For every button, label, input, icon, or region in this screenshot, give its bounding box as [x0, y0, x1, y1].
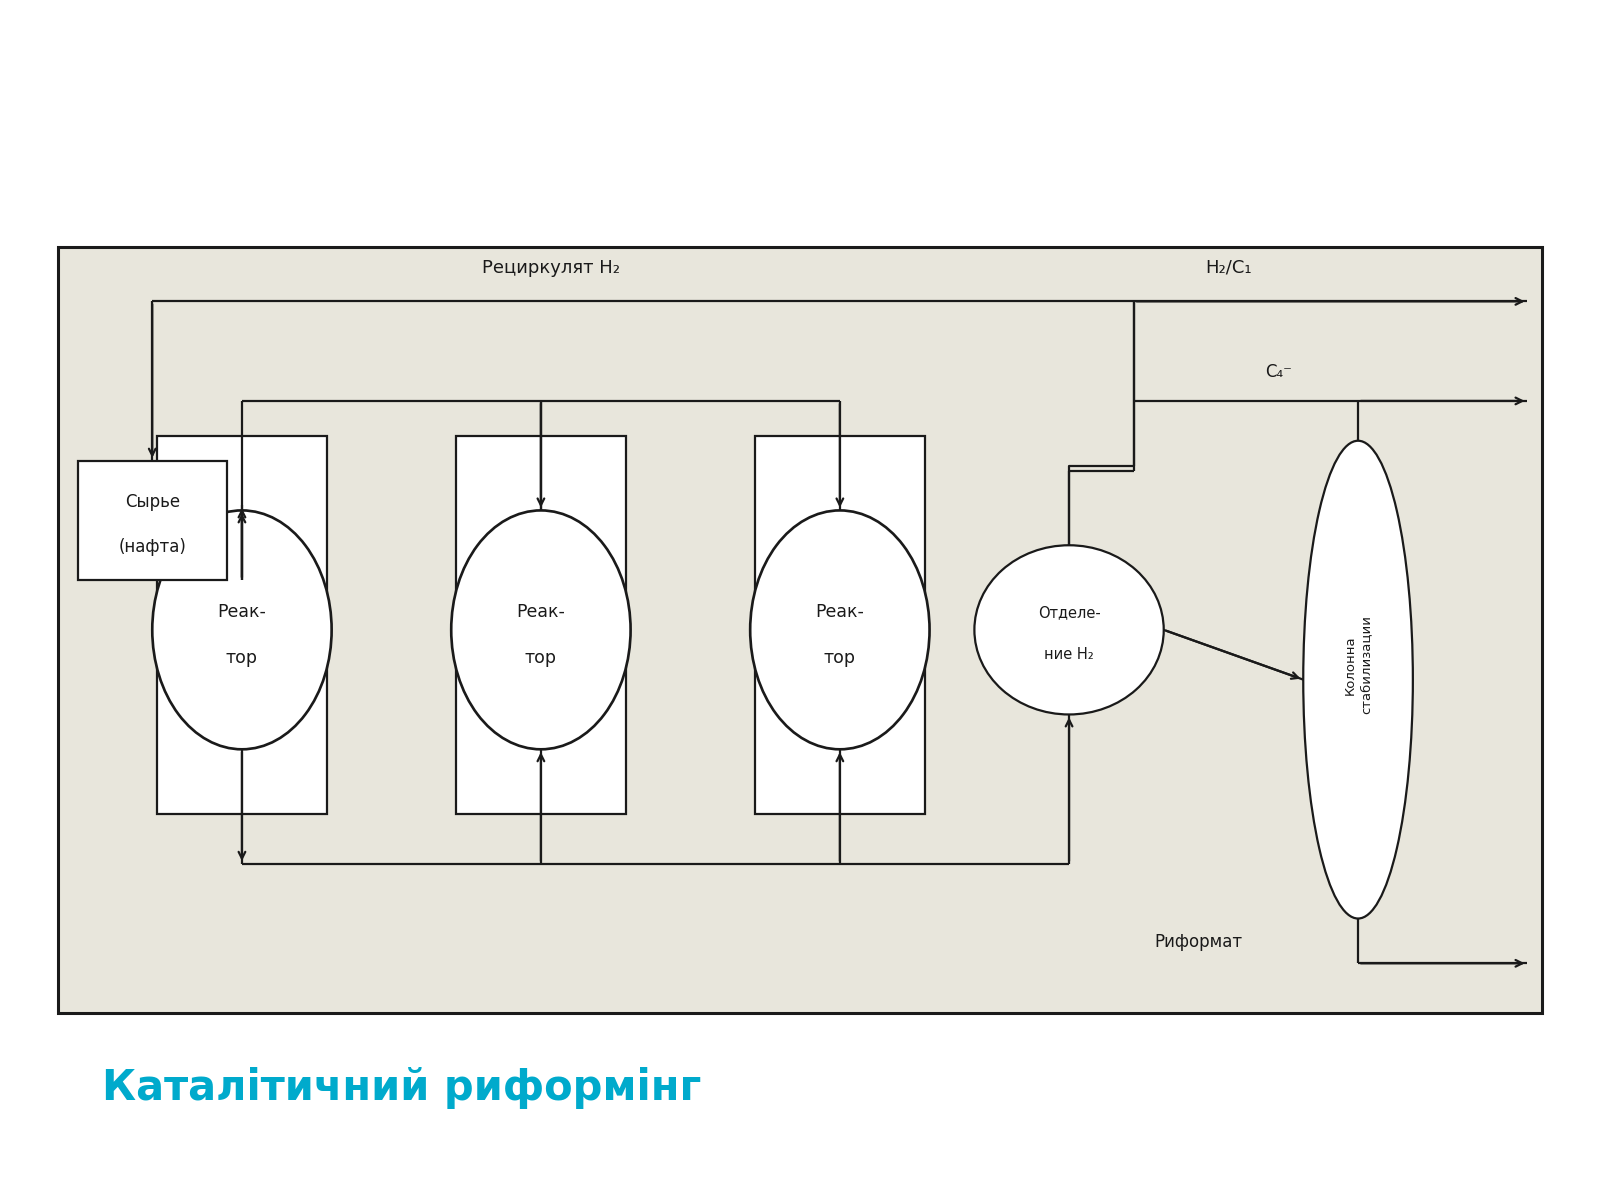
Text: Реак-: Реак- — [816, 602, 864, 620]
Text: H₂/C₁: H₂/C₁ — [1205, 258, 1251, 276]
Ellipse shape — [974, 545, 1163, 714]
Text: (нафта): (нафта) — [118, 538, 186, 556]
Text: Сырье: Сырье — [125, 493, 179, 511]
Bar — [77, 461, 227, 580]
Text: тор: тор — [525, 649, 557, 667]
Text: Риформат: Риформат — [1155, 934, 1243, 952]
Text: Реак-: Реак- — [517, 602, 565, 620]
Text: Каталітичний риформінг: Каталітичний риформінг — [102, 1067, 702, 1109]
Bar — [456, 436, 626, 814]
Text: тор: тор — [226, 649, 258, 667]
Ellipse shape — [1304, 440, 1413, 918]
Text: Рециркулят H₂: Рециркулят H₂ — [482, 258, 619, 276]
Bar — [755, 436, 925, 814]
Ellipse shape — [750, 510, 930, 749]
Text: ние H₂: ние H₂ — [1045, 647, 1094, 662]
Text: C₄⁻: C₄⁻ — [1266, 364, 1291, 382]
Ellipse shape — [152, 510, 331, 749]
Ellipse shape — [451, 510, 630, 749]
Bar — [157, 436, 326, 814]
Text: Реак-: Реак- — [218, 602, 266, 620]
Text: тор: тор — [824, 649, 856, 667]
Text: Отделе-: Отделе- — [1038, 606, 1101, 620]
Bar — [58, 247, 1542, 1013]
Text: Колонна
стабилизации: Колонна стабилизации — [1344, 616, 1373, 714]
